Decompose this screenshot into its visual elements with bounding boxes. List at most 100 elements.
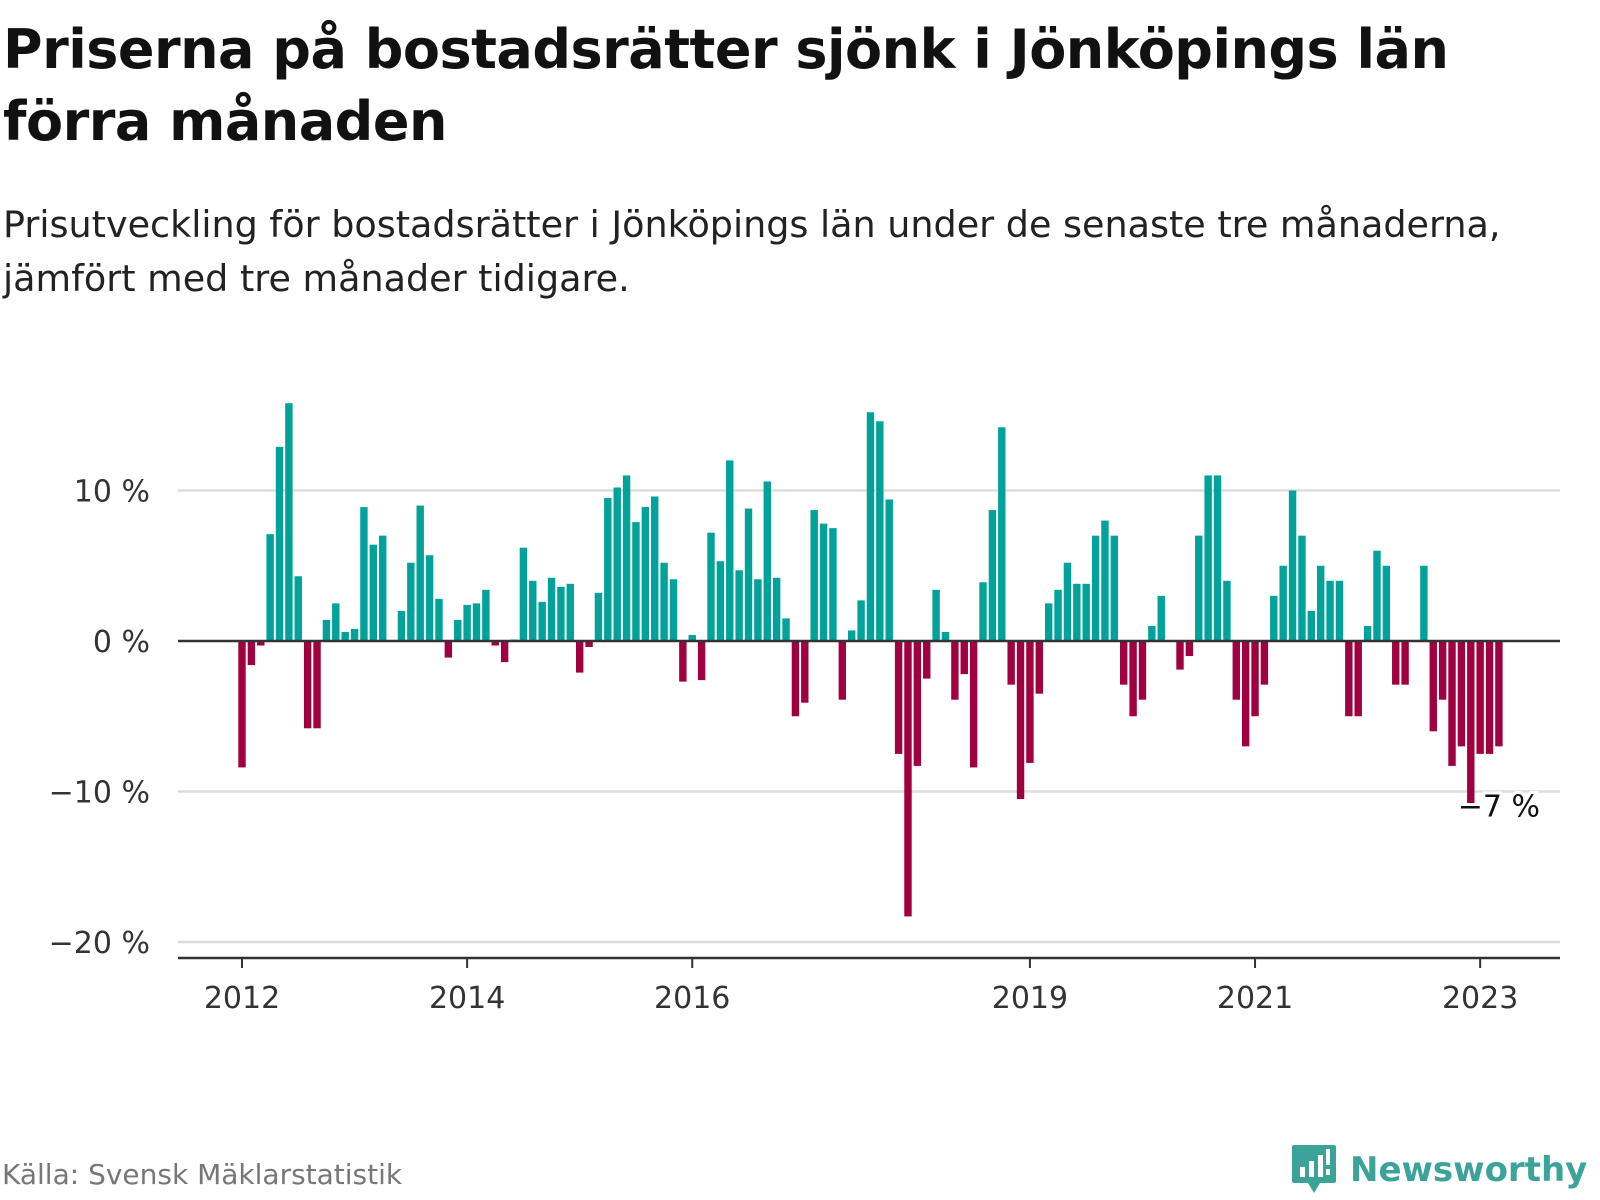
bar: [1148, 625, 1156, 641]
bar: [1091, 535, 1100, 641]
bar: [1185, 641, 1194, 657]
bar: [735, 570, 743, 641]
bar: [801, 641, 809, 703]
source-credit: Källa: Svensk Mäklarstatistik: [2, 1158, 403, 1191]
bar: [303, 641, 312, 729]
y-tick-label: −10 %: [49, 776, 150, 811]
bar: [238, 641, 246, 768]
bar: [1420, 565, 1428, 641]
bar: [894, 641, 903, 754]
y-tick-label: 0 %: [93, 625, 150, 660]
bar: [266, 534, 274, 641]
bar: [866, 412, 875, 641]
bar: [313, 641, 321, 729]
bar: [1476, 641, 1484, 754]
newsworthy-logo-icon: [1292, 1145, 1336, 1193]
bar: [1176, 641, 1184, 670]
bar: [679, 641, 687, 682]
bar: [1279, 565, 1287, 641]
bar: [519, 547, 528, 641]
bar: [754, 579, 762, 641]
bar: [1110, 535, 1119, 641]
bar: [1232, 641, 1240, 700]
bar: [979, 582, 987, 641]
tick-labels: 10 % 0 % −10 % −20 % 2012 2014 2016 2019 2021 202…: [49, 475, 1519, 1017]
bar: [435, 598, 443, 641]
bar: [763, 481, 771, 641]
bar: [838, 641, 847, 700]
bar: [1326, 580, 1334, 641]
bar: [744, 508, 753, 641]
bar: [575, 641, 584, 673]
bar: [1213, 475, 1222, 641]
bar: [651, 496, 659, 641]
bar: [1317, 565, 1325, 641]
bar: [491, 641, 499, 646]
bar: [379, 535, 387, 641]
bar: [294, 576, 302, 641]
bar: [1485, 641, 1494, 754]
bar: [585, 641, 593, 648]
bar: [397, 610, 406, 641]
bar: [1373, 550, 1381, 641]
last-value-label: −7 %: [1458, 789, 1540, 824]
bar: [716, 561, 725, 642]
bar: [1063, 562, 1072, 641]
bar: [369, 544, 378, 641]
bar: [1204, 475, 1212, 641]
bar: [322, 619, 331, 641]
bar: [632, 522, 640, 642]
bar: [416, 505, 424, 641]
bar: [791, 641, 800, 717]
bar: [538, 601, 546, 641]
bar: [341, 631, 349, 641]
bar: [1429, 641, 1437, 732]
x-tick-label: 2012: [204, 981, 280, 1016]
bar: [932, 589, 940, 641]
bar: [1401, 641, 1409, 685]
bar: [1495, 641, 1503, 747]
bar: [472, 603, 481, 642]
bar: [1288, 490, 1297, 641]
bar: [1467, 641, 1475, 807]
bar: [463, 604, 471, 641]
bar: [1120, 641, 1128, 685]
bar: [529, 580, 537, 641]
bar: [1223, 580, 1231, 641]
bar: [904, 641, 912, 917]
bar: [1073, 583, 1081, 641]
bar: [1335, 580, 1344, 641]
bar: [332, 603, 340, 642]
bar: [810, 510, 818, 641]
bar: [1082, 583, 1090, 641]
bar: [1354, 641, 1362, 717]
bar: [772, 577, 781, 641]
bar: [1007, 641, 1015, 685]
bar: [1438, 641, 1447, 700]
bar: [247, 641, 256, 666]
bar: [1345, 641, 1353, 717]
bar: [557, 586, 565, 641]
bar: [1195, 535, 1203, 641]
bar: [1270, 595, 1278, 641]
y-tick-label: 10 %: [74, 475, 150, 510]
x-tick-label: 2019: [992, 981, 1068, 1016]
bar: [1392, 641, 1400, 685]
bar: [1251, 641, 1259, 717]
bar: [1054, 589, 1062, 641]
bar: [285, 403, 293, 641]
bar: [454, 619, 462, 641]
bar: [660, 562, 668, 641]
bar: [998, 427, 1006, 641]
bar: [1448, 641, 1456, 766]
bar: [1035, 641, 1043, 694]
bar: [622, 475, 631, 641]
brand-logo[interactable]: Newsworthy: [1290, 1140, 1587, 1200]
bar: [407, 562, 415, 641]
bar: [613, 487, 621, 641]
bar: [1129, 641, 1137, 717]
bar: [960, 641, 968, 675]
bar: [566, 583, 574, 641]
bar: [1101, 520, 1109, 641]
bar: [1044, 603, 1053, 642]
